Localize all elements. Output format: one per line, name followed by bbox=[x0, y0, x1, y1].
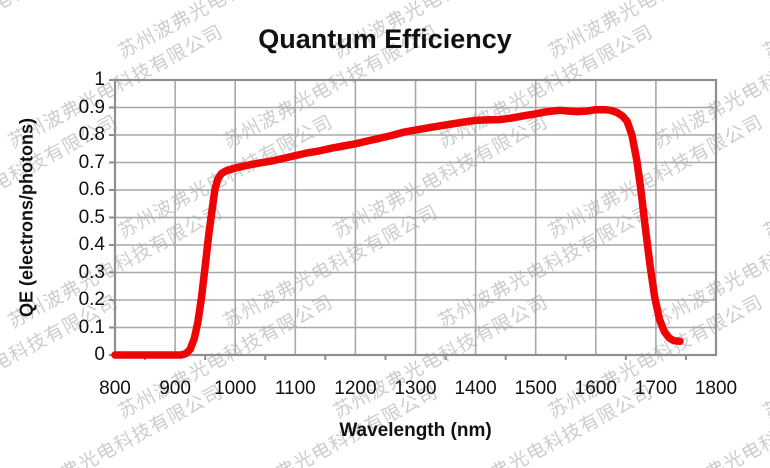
qe-curve bbox=[111, 105, 684, 359]
